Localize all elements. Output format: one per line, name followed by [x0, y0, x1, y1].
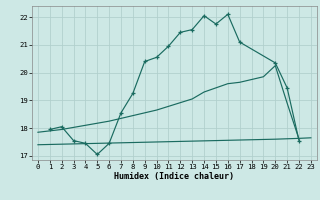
X-axis label: Humidex (Indice chaleur): Humidex (Indice chaleur) — [115, 172, 234, 181]
